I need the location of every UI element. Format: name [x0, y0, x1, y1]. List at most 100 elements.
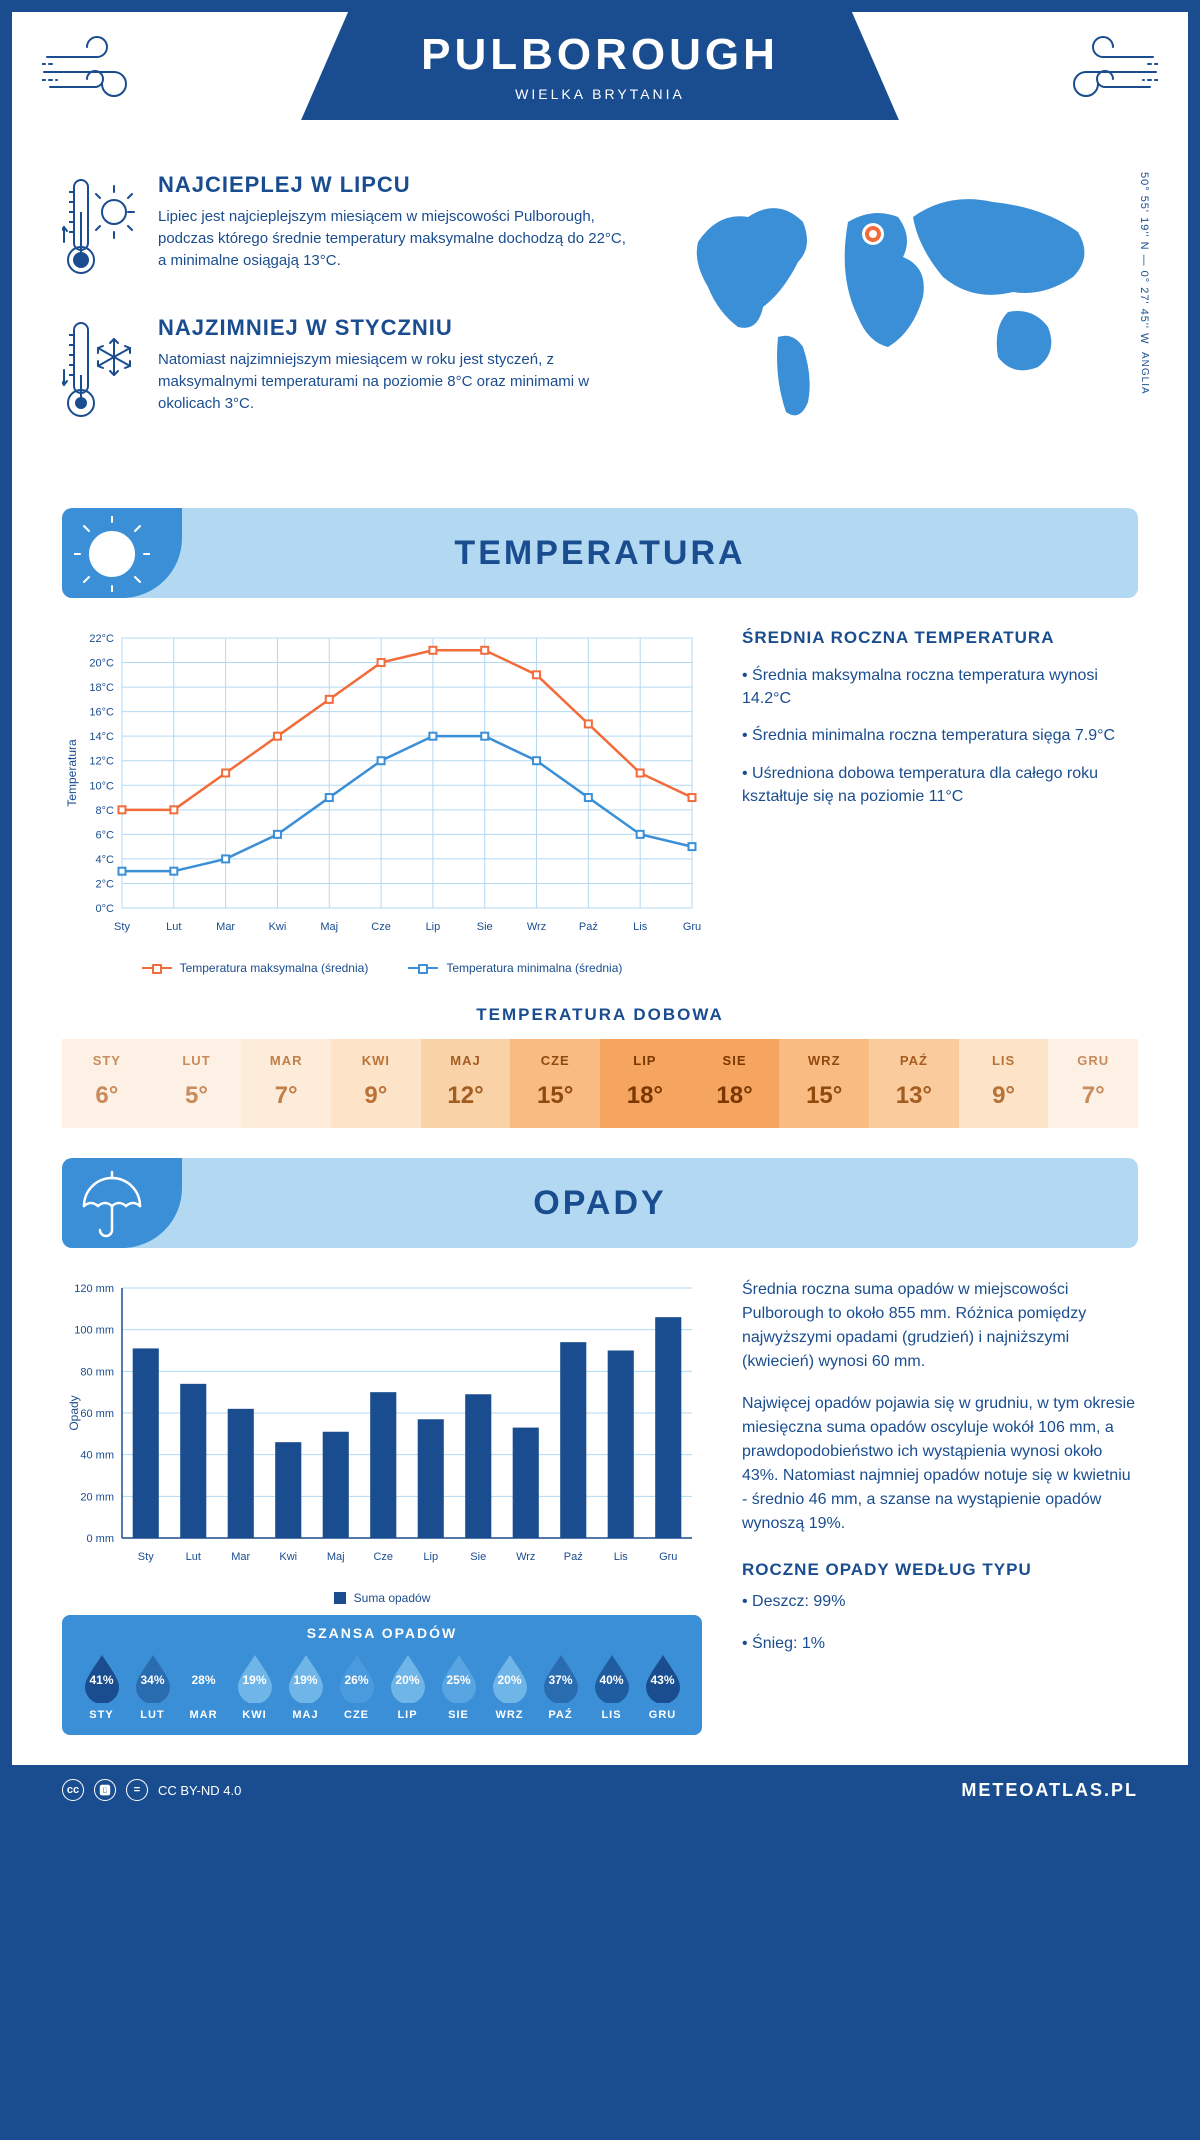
coordinates: 50° 55' 19'' N — 0° 27' 45'' W — [1138, 172, 1150, 344]
section-title: OPADY — [533, 1184, 666, 1223]
svg-text:Maj: Maj — [320, 921, 338, 933]
info-title: ŚREDNIA ROCZNA TEMPERATURA — [742, 628, 1138, 648]
site-name: METEOATLAS.PL — [961, 1780, 1138, 1801]
warmest-fact: NAJCIEPLEJ W LIPCU Lipiec jest najcieple… — [62, 172, 628, 287]
daily-cell: MAJ12° — [421, 1039, 511, 1128]
chance-drop: 25%SIE — [433, 1651, 484, 1721]
fact-text: Lipiec jest najcieplejszym miesiącem w m… — [158, 206, 628, 271]
chance-drop: 41%STY — [76, 1651, 127, 1721]
section-title: TEMPERATURA — [454, 534, 745, 573]
daily-cell: PAŹ13° — [869, 1039, 959, 1128]
svg-text:6°C: 6°C — [96, 829, 115, 841]
svg-text:Sty: Sty — [114, 921, 130, 933]
daily-temp-title: TEMPERATURA DOBOWA — [12, 1005, 1188, 1025]
svg-text:2°C: 2°C — [96, 878, 115, 890]
svg-text:Mar: Mar — [231, 1551, 250, 1563]
license-text: CC BY-ND 4.0 — [158, 1783, 241, 1798]
daily-cell: KWI9° — [331, 1039, 421, 1128]
daily-cell: LIS9° — [959, 1039, 1049, 1128]
svg-text:14°C: 14°C — [89, 731, 114, 743]
svg-text:0°C: 0°C — [96, 903, 115, 915]
svg-text:Temperatura: Temperatura — [65, 739, 79, 807]
svg-text:16°C: 16°C — [89, 707, 114, 719]
chance-drop: 28%MAR — [178, 1651, 229, 1721]
svg-text:8°C: 8°C — [96, 805, 115, 817]
svg-text:Gru: Gru — [659, 1551, 677, 1563]
daily-cell: MAR7° — [241, 1039, 331, 1128]
chance-drop: 40%LIS — [586, 1651, 637, 1721]
svg-text:120 mm: 120 mm — [74, 1283, 114, 1295]
thermometer-sun-icon — [62, 172, 138, 287]
svg-text:Lip: Lip — [423, 1551, 438, 1563]
chance-drop: 34%LUT — [127, 1651, 178, 1721]
footer: cc 🅱 = CC BY-ND 4.0 METEOATLAS.PL — [12, 1765, 1188, 1815]
svg-text:80 mm: 80 mm — [80, 1366, 114, 1378]
info-bullet: • Uśredniona dobowa temperatura dla całe… — [742, 762, 1138, 808]
by-icon: 🅱 — [94, 1779, 116, 1801]
svg-text:60 mm: 60 mm — [80, 1408, 114, 1420]
svg-text:Paź: Paź — [579, 921, 598, 933]
world-map: 50° 55' 19'' N — 0° 27' 45'' W ANGLIA — [668, 172, 1138, 458]
svg-text:Opady: Opady — [67, 1395, 81, 1430]
chance-drop: 43%GRU — [637, 1651, 688, 1721]
svg-text:Cze: Cze — [373, 1551, 393, 1563]
coldest-fact: NAJZIMNIEJ W STYCZNIU Natomiast najzimni… — [62, 315, 628, 430]
svg-text:Paź: Paź — [564, 1551, 583, 1563]
svg-text:40 mm: 40 mm — [80, 1450, 114, 1462]
svg-text:Sie: Sie — [470, 1551, 486, 1563]
precipitation-chart: 0 mm20 mm40 mm60 mm80 mm100 mm120 mmOpad… — [62, 1278, 702, 1735]
intro-section: NAJCIEPLEJ W LIPCU Lipiec jest najcieple… — [12, 152, 1188, 488]
info-bullet: • Średnia minimalna roczna temperatura s… — [742, 724, 1138, 747]
title-banner: PULBOROUGH WIELKA BRYTANIA — [301, 10, 899, 120]
chance-drop: 37%PAŹ — [535, 1651, 586, 1721]
svg-text:Lut: Lut — [166, 921, 181, 933]
wind-icon — [42, 32, 152, 117]
nd-icon: = — [126, 1779, 148, 1801]
region-label: ANGLIA — [1139, 352, 1150, 395]
fact-text: Natomiast najzimniejszym miesiącem w rok… — [158, 349, 628, 414]
daily-cell: SIE18° — [690, 1039, 780, 1128]
daily-cell: GRU7° — [1048, 1039, 1138, 1128]
precip-text-1: Średnia roczna suma opadów w miejscowośc… — [742, 1278, 1138, 1374]
legend-item: Temperatura minimalna (średnia) — [408, 961, 622, 975]
precipitation-chance: SZANSA OPADÓW 41%STY34%LUT28%MAR19%KWI19… — [62, 1615, 702, 1735]
fact-title: NAJZIMNIEJ W STYCZNIU — [158, 315, 628, 341]
chance-drop: 26%CZE — [331, 1651, 382, 1721]
svg-text:Maj: Maj — [327, 1551, 345, 1563]
svg-text:Mar: Mar — [216, 921, 235, 933]
precipitation-banner: OPADY — [62, 1158, 1138, 1248]
thermometer-snow-icon — [62, 315, 138, 430]
temperature-banner: TEMPERATURA — [62, 508, 1138, 598]
precip-text-2: Najwięcej opadów pojawia się w grudniu, … — [742, 1392, 1138, 1536]
chance-drop: 19%KWI — [229, 1651, 280, 1721]
daily-cell: LUT5° — [152, 1039, 242, 1128]
page-subtitle: WIELKA BRYTANIA — [421, 86, 779, 102]
fact-title: NAJCIEPLEJ W LIPCU — [158, 172, 628, 198]
chance-title: SZANSA OPADÓW — [76, 1625, 688, 1641]
daily-cell: LIP18° — [600, 1039, 690, 1128]
svg-text:0 mm: 0 mm — [87, 1533, 115, 1545]
info-bullet: • Średnia maksymalna roczna temperatura … — [742, 664, 1138, 710]
cc-icon: cc — [62, 1779, 84, 1801]
svg-text:Sty: Sty — [138, 1551, 154, 1563]
daily-temp-grid: STY6°LUT5°MAR7°KWI9°MAJ12°CZE15°LIP18°SI… — [62, 1039, 1138, 1128]
type-bullet: • Śnieg: 1% — [742, 1632, 1138, 1656]
infographic-page: PULBOROUGH WIELKA BRYTANIA NAJCIEPLEJ W … — [0, 0, 1200, 1827]
daily-cell: STY6° — [62, 1039, 152, 1128]
umbrella-icon — [74, 1166, 150, 1247]
header: PULBOROUGH WIELKA BRYTANIA — [12, 12, 1188, 152]
svg-text:Kwi: Kwi — [279, 1551, 297, 1563]
precip-type-title: ROCZNE OPADY WEDŁUG TYPU — [742, 1560, 1138, 1580]
svg-text:Kwi: Kwi — [269, 921, 287, 933]
svg-text:4°C: 4°C — [96, 854, 115, 866]
svg-text:Lip: Lip — [426, 921, 441, 933]
wind-icon — [1048, 32, 1158, 117]
svg-text:Sie: Sie — [477, 921, 493, 933]
chance-drop: 20%WRZ — [484, 1651, 535, 1721]
svg-text:Cze: Cze — [371, 921, 391, 933]
svg-text:Lis: Lis — [614, 1551, 629, 1563]
svg-text:Wrz: Wrz — [527, 921, 546, 933]
page-title: PULBOROUGH — [421, 30, 779, 80]
legend-label: Suma opadów — [354, 1591, 431, 1605]
sun-icon — [74, 516, 150, 597]
